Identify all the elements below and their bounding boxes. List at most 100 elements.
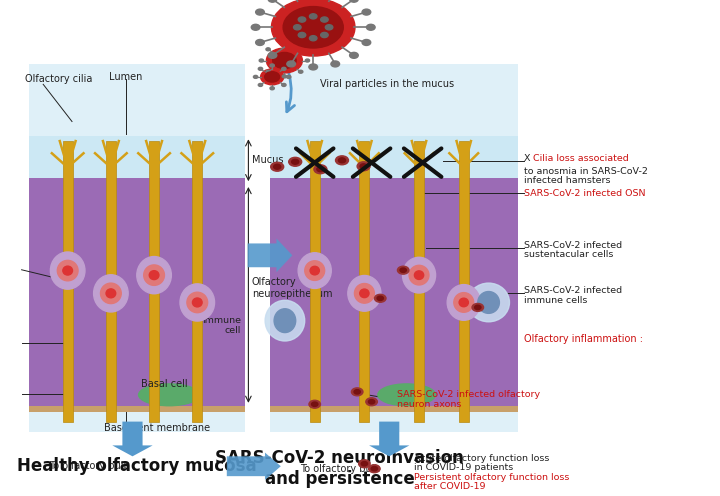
Circle shape <box>474 305 481 310</box>
Ellipse shape <box>193 184 202 192</box>
Text: Acute olfactory function loss: Acute olfactory function loss <box>414 454 549 463</box>
Bar <box>414 141 424 422</box>
Circle shape <box>354 390 361 394</box>
Circle shape <box>312 402 318 406</box>
Ellipse shape <box>63 184 72 192</box>
Text: immune cells: immune cells <box>524 296 588 305</box>
Text: Lumen: Lumen <box>109 72 143 82</box>
Circle shape <box>270 87 274 90</box>
Circle shape <box>256 9 264 15</box>
Circle shape <box>309 400 320 408</box>
Circle shape <box>282 75 287 78</box>
Circle shape <box>294 25 301 30</box>
FancyArrow shape <box>112 422 153 456</box>
Circle shape <box>377 296 384 301</box>
Bar <box>106 141 116 422</box>
Circle shape <box>299 70 303 73</box>
FancyArrow shape <box>369 422 410 456</box>
Circle shape <box>266 70 270 73</box>
Ellipse shape <box>415 271 423 279</box>
Bar <box>29 406 245 412</box>
Circle shape <box>268 0 276 2</box>
Circle shape <box>282 43 287 46</box>
Ellipse shape <box>113 184 122 192</box>
Ellipse shape <box>310 184 319 192</box>
Ellipse shape <box>298 253 331 289</box>
Text: immune
cell: immune cell <box>202 315 241 335</box>
Ellipse shape <box>447 285 480 320</box>
Bar <box>459 141 469 422</box>
Ellipse shape <box>57 184 66 192</box>
Circle shape <box>400 268 406 272</box>
Ellipse shape <box>472 184 481 192</box>
Ellipse shape <box>478 292 500 313</box>
Circle shape <box>320 32 328 38</box>
Ellipse shape <box>156 184 165 192</box>
Ellipse shape <box>192 298 202 307</box>
Circle shape <box>266 48 302 73</box>
Ellipse shape <box>101 283 121 304</box>
Ellipse shape <box>347 184 356 192</box>
Ellipse shape <box>453 184 462 192</box>
Bar <box>310 141 320 422</box>
Bar <box>149 141 159 422</box>
Circle shape <box>359 460 370 468</box>
Ellipse shape <box>402 184 410 192</box>
Circle shape <box>362 9 371 15</box>
Circle shape <box>268 53 276 59</box>
Text: Basement membrane: Basement membrane <box>104 423 210 433</box>
Ellipse shape <box>323 184 332 192</box>
Bar <box>359 141 369 422</box>
Ellipse shape <box>144 265 164 285</box>
Text: Olfactory
neuroepithelium: Olfactory neuroepithelium <box>252 277 333 299</box>
Circle shape <box>289 157 302 166</box>
Text: Olfactory cilia: Olfactory cilia <box>25 74 93 84</box>
Ellipse shape <box>107 184 115 192</box>
Ellipse shape <box>373 184 382 192</box>
Circle shape <box>369 465 380 473</box>
Circle shape <box>271 162 284 171</box>
Ellipse shape <box>137 184 145 192</box>
Circle shape <box>261 69 284 85</box>
Text: infected hamsters: infected hamsters <box>524 176 611 185</box>
Circle shape <box>369 400 374 404</box>
Circle shape <box>298 32 306 38</box>
Circle shape <box>259 59 264 62</box>
Circle shape <box>273 53 296 68</box>
Text: after COVID-19: after COVID-19 <box>414 482 485 491</box>
Circle shape <box>256 40 264 46</box>
Bar <box>63 141 73 422</box>
Circle shape <box>258 67 263 70</box>
FancyArrow shape <box>248 239 292 272</box>
Ellipse shape <box>265 300 305 341</box>
Circle shape <box>397 266 409 274</box>
Text: Basal cell: Basal cell <box>141 379 188 389</box>
Circle shape <box>282 83 286 86</box>
Ellipse shape <box>149 271 159 280</box>
Ellipse shape <box>150 184 158 192</box>
Circle shape <box>299 48 303 51</box>
Circle shape <box>282 67 286 70</box>
Text: Healthy olfactory mucosa: Healthy olfactory mucosa <box>17 457 256 475</box>
Ellipse shape <box>297 184 306 192</box>
Ellipse shape <box>94 184 102 192</box>
Text: SARS-CoV-2 infected: SARS-CoV-2 infected <box>524 241 622 250</box>
Circle shape <box>298 17 306 22</box>
Ellipse shape <box>187 292 207 312</box>
Ellipse shape <box>186 184 195 192</box>
Ellipse shape <box>366 184 375 192</box>
Ellipse shape <box>206 184 215 192</box>
Ellipse shape <box>360 184 369 192</box>
Circle shape <box>309 64 318 70</box>
Circle shape <box>360 164 367 169</box>
Ellipse shape <box>459 298 469 307</box>
Ellipse shape <box>378 384 436 406</box>
Circle shape <box>351 388 363 396</box>
Circle shape <box>350 53 359 59</box>
Text: Cilia loss associated: Cilia loss associated <box>533 154 629 163</box>
Circle shape <box>270 64 274 67</box>
Bar <box>270 178 518 406</box>
Text: Mucus: Mucus <box>252 155 284 165</box>
Ellipse shape <box>76 184 85 192</box>
Circle shape <box>253 75 258 78</box>
